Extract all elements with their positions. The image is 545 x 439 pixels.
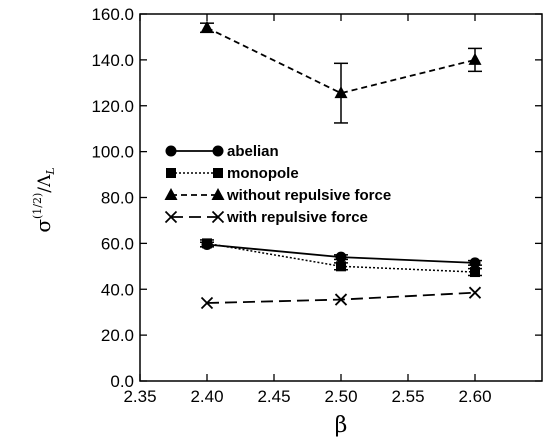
legend-marker-stroke bbox=[164, 210, 178, 224]
legend-item-monopole: monopole bbox=[166, 165, 299, 182]
y-tick-label: 60.0 bbox=[101, 234, 134, 253]
legend-marker bbox=[164, 188, 178, 200]
legend-marker bbox=[211, 210, 225, 224]
data-point-stroke bbox=[468, 286, 482, 299]
series-without-repulsive-force bbox=[200, 20, 482, 124]
y-tick-label: 20.0 bbox=[101, 326, 134, 345]
x-tick-label: 2.45 bbox=[257, 387, 290, 406]
legend-marker bbox=[166, 168, 176, 178]
x-tick-label: 2.40 bbox=[190, 387, 223, 406]
data-point-stroke bbox=[200, 296, 214, 310]
series-line bbox=[206, 26, 476, 95]
legend: abelian monopole without repulsive force wi… bbox=[164, 143, 391, 226]
data-point bbox=[468, 286, 482, 299]
data-point bbox=[335, 251, 347, 263]
data-point bbox=[334, 86, 348, 99]
x-tick-label: 2.55 bbox=[391, 387, 424, 406]
data-point bbox=[468, 52, 482, 65]
y-tick-label: 0.0 bbox=[110, 372, 134, 391]
series-line bbox=[206, 242, 476, 273]
legend-marker bbox=[211, 188, 225, 200]
data-point bbox=[470, 267, 480, 278]
legend-label: monopole bbox=[227, 165, 299, 182]
legend-label: without repulsive force bbox=[226, 187, 391, 204]
series-with-repulsive-force bbox=[200, 286, 482, 310]
x-tick-label: 2.50 bbox=[324, 387, 357, 406]
ticks: 0.0 20.0 40.0 60.0 80.0 100.0 120.0 140.0 160.0 2… bbox=[91, 5, 542, 406]
data-point bbox=[202, 238, 212, 249]
svg-text:σ(1/2)/ΛL: σ(1/2)/ΛL bbox=[31, 167, 57, 232]
y-axis-title-sub: L bbox=[44, 167, 57, 175]
data-point bbox=[336, 261, 346, 272]
x-axis-title: β bbox=[335, 413, 348, 438]
legend-item-abelian: abelian bbox=[165, 143, 279, 160]
y-axis-title-denominator: /Λ bbox=[35, 174, 55, 193]
y-tick-label: 80.0 bbox=[101, 189, 134, 208]
y-axis-title-main: σ bbox=[31, 219, 55, 233]
y-tick-label: 140.0 bbox=[91, 51, 134, 70]
x-tick-label: 2.60 bbox=[458, 387, 491, 406]
y-tick-label: 100.0 bbox=[91, 143, 134, 162]
legend-marker-stroke bbox=[211, 210, 225, 224]
y-tick-label: 120.0 bbox=[91, 97, 134, 116]
y-tick-label: 160.0 bbox=[91, 5, 134, 24]
series-group bbox=[200, 20, 482, 310]
legend-marker bbox=[164, 210, 178, 224]
legend-label: abelian bbox=[227, 143, 279, 160]
legend-marker bbox=[165, 145, 177, 157]
data-point bbox=[200, 296, 214, 310]
data-point bbox=[469, 257, 481, 269]
data-point bbox=[334, 293, 348, 306]
legend-marker bbox=[213, 168, 223, 178]
y-tick-label: 40.0 bbox=[101, 280, 134, 299]
series-line bbox=[206, 291, 476, 304]
data-point bbox=[200, 20, 214, 33]
legend-label: with repulsive force bbox=[226, 209, 368, 226]
data-point-stroke bbox=[334, 293, 348, 306]
legend-marker bbox=[212, 145, 224, 157]
x-tick-label: 2.35 bbox=[123, 387, 156, 406]
legend-item-with-repulsive-force: with repulsive force bbox=[164, 209, 368, 226]
series-monopole bbox=[200, 238, 482, 278]
y-axis-title-sup: (1/2) bbox=[31, 193, 44, 219]
y-axis-title: σ(1/2)/ΛL bbox=[31, 167, 57, 232]
legend-item-without-repulsive-force: without repulsive force bbox=[164, 187, 391, 204]
